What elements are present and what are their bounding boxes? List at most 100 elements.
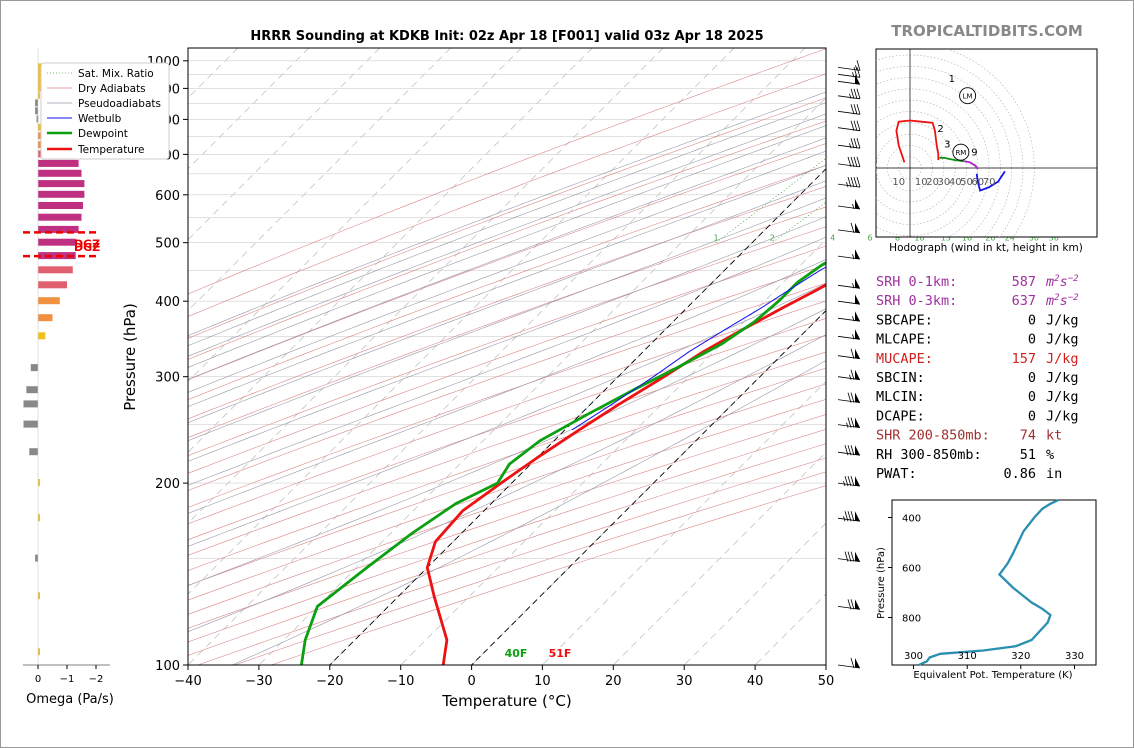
barb-half — [852, 253, 855, 260]
barb-flag — [844, 551, 849, 562]
barb-flag — [853, 120, 858, 131]
skewt-ylabel: Pressure (hPa) — [121, 303, 139, 411]
index-label: MLCAPE: — [876, 332, 933, 348]
thetae-ylabel: Pressure (hPa) — [876, 547, 887, 619]
hodograph-ring-label: 30 — [938, 177, 951, 188]
omega-bar — [35, 107, 38, 115]
figure-title: HRRR Sounding at KDKB Init: 02z Apr 18 [… — [250, 29, 763, 44]
omega-tick-label: 0 — [35, 674, 41, 685]
index-label: MUCAPE: — [876, 351, 933, 367]
barb-flag — [850, 176, 855, 188]
index-value: 587 — [1012, 274, 1036, 290]
omega-bar — [38, 266, 73, 274]
barb-flag — [847, 156, 852, 168]
wind-barb — [837, 294, 861, 305]
index-unit: % — [1046, 447, 1054, 463]
barb-pennant — [855, 294, 860, 305]
mixing-ratio-label: 30 — [1029, 234, 1039, 243]
pseudoadiabat — [188, 283, 826, 547]
dry-adiabat — [188, 383, 826, 601]
barb-half — [855, 65, 858, 71]
isotherm-line — [188, 48, 380, 241]
wind-barb — [837, 67, 861, 78]
dry-adiabat — [188, 335, 826, 556]
thetae-x-tick-label: 330 — [1065, 651, 1084, 662]
wind-barb — [837, 88, 861, 100]
omega-bar — [30, 364, 39, 372]
hodograph-height-label: 3 — [944, 140, 950, 151]
dry-adiabat — [188, 245, 826, 474]
wind-barb — [837, 329, 861, 340]
skewt-xlabel: Temperature (°C) — [441, 692, 571, 710]
barb-pennant — [855, 348, 860, 359]
hodograph-ring-label: 40 — [949, 177, 962, 188]
barb-flag — [856, 176, 861, 188]
mixing-ratio-label: 36 — [1049, 234, 1059, 243]
barb-half — [852, 316, 855, 322]
omega-bar — [38, 238, 76, 246]
index-value: 0 — [1028, 370, 1036, 386]
barb-flag — [853, 88, 858, 99]
barb-pennant — [855, 222, 860, 233]
index-value: 51 — [1020, 447, 1036, 463]
legend-sat-mix-ratio: Sat. Mix. Ratio — [78, 68, 154, 80]
barb-pennant — [855, 445, 860, 456]
storm-motion-marker — [959, 87, 977, 105]
index-unit: in — [1046, 466, 1062, 482]
barb-flag — [847, 475, 852, 487]
x-tick-label: 20 — [605, 674, 622, 689]
isotherm-line — [188, 48, 451, 312]
wind-barb — [837, 278, 861, 289]
isotherm-line — [329, 168, 826, 665]
barb-flag — [856, 104, 861, 115]
dry-adiabat — [188, 399, 826, 615]
barb-pennant — [855, 551, 860, 562]
index-value: 0 — [1028, 408, 1036, 424]
barb-flag — [856, 88, 861, 99]
pseudoadiabat — [188, 137, 826, 380]
wind-barb — [837, 369, 861, 381]
omega-bar — [23, 420, 38, 428]
omega-bar — [38, 213, 82, 221]
x-tick-label: 10 — [534, 674, 551, 689]
legend-temperature: Temperature — [77, 144, 145, 156]
dgz-label-bottom: DGZ — [74, 237, 100, 250]
index-value: 0 — [1028, 389, 1036, 405]
isotherm-line — [188, 48, 522, 382]
isotherm-line — [471, 310, 826, 665]
wind-barb — [837, 511, 861, 522]
mixing-ratio-label: 6 — [868, 234, 873, 243]
omega-tick-label: −2 — [89, 674, 104, 685]
omega-tick-label: −1 — [60, 674, 75, 685]
barb-flag — [844, 445, 849, 456]
dry-adiabat — [188, 351, 826, 571]
mixing-ratio-line — [715, 157, 826, 243]
dry-adiabat — [188, 226, 826, 457]
barb-half — [852, 203, 855, 210]
dry-adiabat — [188, 97, 826, 339]
dry-adiabat — [188, 206, 826, 438]
omega-bar — [36, 115, 39, 123]
index-label: SBCIN: — [876, 370, 925, 386]
hodograph-ring-label: 20 — [926, 177, 939, 188]
dgz-label-top: DGZ — [74, 241, 100, 254]
omega-bar — [35, 554, 38, 562]
pseudoadiabat — [188, 150, 826, 393]
wind-barb — [837, 348, 861, 360]
barb-flag — [850, 475, 855, 487]
surface-temperature-label: 51F — [549, 647, 572, 660]
barb-flag — [844, 475, 849, 487]
hodograph-segment — [939, 156, 965, 163]
barb-flag — [850, 156, 855, 168]
y-tick-label: 100 — [155, 659, 180, 674]
barb-half — [852, 283, 855, 289]
wind-barb — [837, 199, 861, 210]
isotherm-line — [188, 48, 735, 595]
y-tick-label: 200 — [155, 477, 180, 492]
omega-bar — [29, 448, 38, 456]
hodograph-ring-label: 70 — [983, 177, 996, 188]
legend-wetbulb: Wetbulb — [78, 113, 122, 125]
wind-barb — [837, 249, 861, 260]
